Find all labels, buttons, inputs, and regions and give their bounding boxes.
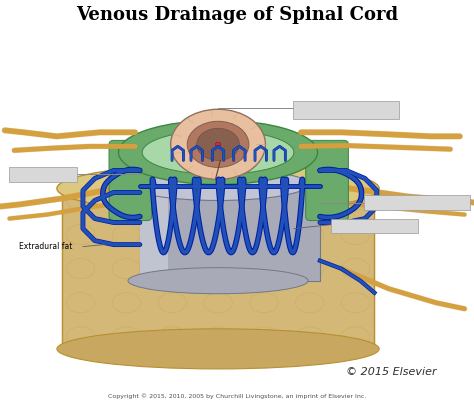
Ellipse shape xyxy=(142,130,294,174)
Ellipse shape xyxy=(118,120,318,184)
Ellipse shape xyxy=(197,128,239,160)
Bar xyxy=(62,188,374,349)
Text: Extradural fat: Extradural fat xyxy=(19,242,73,251)
Text: © 2015 Elsevier: © 2015 Elsevier xyxy=(346,367,437,377)
FancyBboxPatch shape xyxy=(109,140,152,221)
Ellipse shape xyxy=(57,164,379,213)
Ellipse shape xyxy=(128,268,308,294)
FancyBboxPatch shape xyxy=(364,195,470,210)
Ellipse shape xyxy=(57,329,379,369)
Ellipse shape xyxy=(171,109,265,180)
FancyBboxPatch shape xyxy=(306,140,348,221)
FancyBboxPatch shape xyxy=(62,188,374,349)
Bar xyxy=(140,184,168,281)
FancyBboxPatch shape xyxy=(293,101,399,119)
FancyBboxPatch shape xyxy=(9,167,77,182)
Bar xyxy=(140,184,320,281)
FancyBboxPatch shape xyxy=(331,219,418,233)
Ellipse shape xyxy=(187,121,249,168)
Ellipse shape xyxy=(128,168,308,200)
Ellipse shape xyxy=(215,142,221,146)
Text: Copyright © 2015, 2010, 2005 by Churchill Livingstone, an imprint of Elsevier In: Copyright © 2015, 2010, 2005 by Churchil… xyxy=(108,393,366,399)
Text: Venous Drainage of Spinal Cord: Venous Drainage of Spinal Cord xyxy=(76,6,398,24)
